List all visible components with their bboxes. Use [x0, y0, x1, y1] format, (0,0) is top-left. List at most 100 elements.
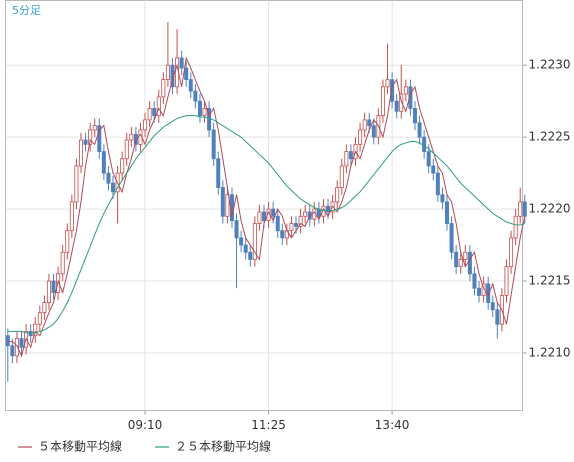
candle-body — [216, 158, 221, 188]
candle-body — [220, 187, 225, 217]
candle-body — [239, 237, 244, 246]
candle-body — [42, 302, 47, 314]
candle-body — [83, 139, 88, 145]
candle-body — [243, 244, 248, 253]
candle-body — [467, 251, 472, 275]
candle-body — [504, 266, 509, 296]
candle-body — [417, 122, 422, 138]
legend-label: ５本移動平均線 — [38, 439, 122, 454]
candle-body — [33, 323, 38, 337]
candle-body — [289, 223, 294, 232]
candle-body — [28, 330, 33, 337]
candle-body — [147, 107, 152, 121]
candle-body — [184, 67, 189, 81]
candle-body — [458, 259, 463, 268]
candle-body — [161, 79, 166, 98]
candle-body — [197, 100, 202, 116]
candle-body — [280, 230, 285, 239]
candle-body — [294, 223, 299, 227]
candle-body — [111, 182, 116, 193]
candle-body — [143, 119, 148, 131]
x-tick-label: 13:40 — [375, 418, 410, 432]
candle-body — [316, 208, 321, 217]
y-tick-label: 1.2215 — [529, 274, 571, 288]
candle-body — [472, 273, 477, 289]
chart-label: 5分足 — [12, 4, 41, 17]
candle-body — [339, 165, 344, 188]
candle-body — [275, 215, 280, 232]
candle-body — [385, 79, 390, 88]
candle-body — [449, 223, 454, 253]
candle-body — [10, 345, 15, 357]
ma-line — [7, 56, 526, 358]
candle-body — [463, 251, 468, 260]
candle-body — [193, 90, 198, 102]
candle-body — [422, 136, 427, 152]
candle-body — [426, 151, 431, 167]
candle-body — [298, 215, 303, 227]
x-tick-label: 09:10 — [128, 418, 163, 432]
candle-body — [124, 139, 129, 160]
candle-body — [490, 302, 495, 311]
candle-body — [14, 338, 19, 357]
candle-body — [234, 220, 239, 239]
candle-body — [5, 335, 10, 347]
candle-body — [97, 125, 102, 152]
candle-body — [380, 86, 385, 116]
candle-body — [129, 133, 134, 141]
candle-body — [211, 129, 216, 160]
legend-label: ２５本移動平均線 — [175, 439, 271, 454]
candle-body — [367, 119, 372, 127]
candle-body — [152, 107, 157, 116]
candle-body — [371, 125, 376, 138]
candle-body — [445, 201, 450, 224]
candle-body — [431, 165, 436, 174]
candle-body — [435, 172, 440, 196]
candle-body — [188, 79, 193, 92]
x-tick-label: 11:25 — [251, 418, 286, 432]
candle-body — [399, 93, 404, 112]
candle-body — [326, 205, 331, 213]
candle-body — [522, 201, 527, 217]
candle-body — [344, 151, 349, 167]
y-tick-label: 1.2225 — [529, 130, 571, 144]
candle-body — [69, 201, 74, 232]
candle-body — [362, 119, 367, 131]
candle-body — [92, 125, 97, 131]
candle-body — [394, 100, 399, 112]
candle-body — [481, 283, 486, 296]
candle-body — [106, 172, 111, 184]
candle-body — [202, 107, 207, 116]
candle-body — [51, 280, 56, 293]
candle-body — [509, 237, 514, 268]
candle-body — [303, 211, 308, 217]
candle-body — [101, 151, 106, 174]
candle-body — [403, 86, 408, 95]
candle-body — [454, 251, 459, 268]
candle-body — [513, 215, 518, 239]
candle-body — [19, 338, 24, 348]
candle-body — [477, 287, 482, 296]
candle-body — [78, 139, 83, 167]
candle-body — [225, 194, 230, 217]
candle-body — [248, 251, 253, 260]
candle-body — [257, 211, 262, 224]
y-tick-label: 1.2220 — [529, 202, 571, 216]
candle-body — [408, 86, 413, 109]
y-tick-label: 1.2210 — [529, 345, 571, 359]
candle-body — [335, 187, 340, 203]
candle-body — [156, 96, 161, 116]
candle-body — [165, 64, 170, 81]
candle-body — [307, 211, 312, 220]
candle-body — [261, 211, 267, 222]
candle-body — [120, 158, 125, 174]
candle-body — [348, 151, 353, 160]
candle-body — [412, 107, 417, 124]
candle-body — [46, 280, 51, 304]
candle-body — [37, 312, 42, 325]
candle-body — [358, 129, 363, 145]
candle-body — [518, 201, 523, 217]
y-tick-label: 1.2230 — [529, 58, 571, 72]
